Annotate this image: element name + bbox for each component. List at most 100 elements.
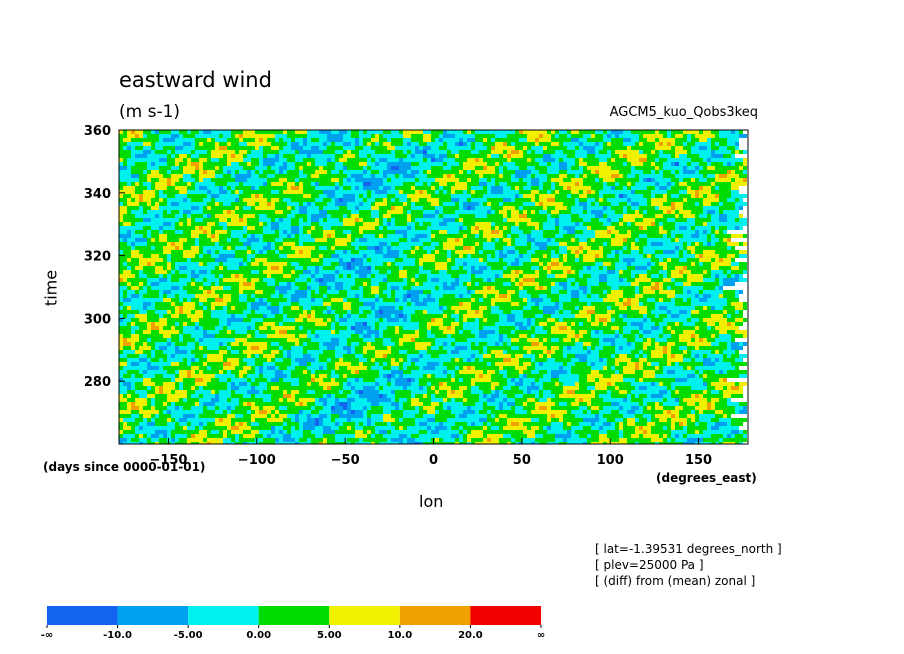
heatmap-cell — [299, 218, 303, 222]
heatmap-cell — [295, 266, 303, 270]
heatmap-cell — [635, 166, 655, 170]
heatmap-cell — [575, 314, 591, 318]
heatmap-cell — [423, 354, 431, 358]
heatmap-cell — [223, 358, 227, 362]
heatmap-cell — [407, 298, 411, 302]
heatmap-cell — [331, 226, 359, 230]
heatmap-cell — [343, 274, 347, 278]
heatmap-cell — [131, 282, 139, 286]
heatmap-cell — [675, 138, 687, 142]
heatmap-cell — [123, 334, 131, 338]
heatmap-cell — [727, 314, 731, 318]
heatmap-cell — [491, 230, 499, 234]
heatmap-cell — [595, 146, 603, 150]
heatmap-cell — [215, 394, 219, 398]
heatmap-cell — [187, 190, 207, 194]
heatmap-cell — [655, 130, 659, 134]
heatmap-cell — [443, 202, 455, 206]
heatmap-cell — [395, 390, 411, 394]
heatmap-cell — [319, 218, 323, 222]
heatmap-cell — [495, 398, 503, 402]
heatmap-cell — [511, 294, 519, 298]
heatmap-cell — [655, 338, 667, 342]
heatmap-cell — [567, 134, 571, 138]
heatmap-cell — [667, 354, 671, 358]
heatmap-cell — [475, 354, 483, 358]
heatmap-cell — [327, 318, 331, 322]
heatmap-cell — [211, 154, 223, 158]
heatmap-cell — [155, 270, 167, 274]
heatmap-cell — [455, 374, 475, 378]
heatmap-cell — [487, 342, 495, 346]
heatmap-cell — [683, 214, 695, 218]
heatmap-cell — [215, 170, 223, 174]
heatmap-cell — [663, 346, 667, 350]
heatmap-cell — [495, 386, 503, 390]
heatmap-cell — [571, 206, 583, 210]
heatmap-cell — [159, 206, 191, 210]
heatmap-cell — [487, 346, 511, 350]
heatmap-cell — [287, 134, 307, 138]
heatmap-cell — [199, 162, 203, 166]
heatmap-cell — [319, 166, 323, 170]
heatmap-cell — [363, 258, 367, 262]
heatmap-cell — [707, 158, 711, 162]
heatmap-cell — [371, 154, 395, 158]
heatmap-cell — [535, 202, 539, 206]
heatmap-cell — [119, 222, 123, 226]
heatmap-cell — [719, 210, 723, 214]
heatmap-cell — [611, 134, 615, 138]
heatmap-cell — [147, 278, 159, 282]
heatmap-cell — [119, 210, 127, 214]
heatmap-cell — [203, 166, 215, 170]
heatmap-cell — [423, 134, 431, 138]
heatmap-cell — [735, 290, 739, 294]
heatmap-cell — [403, 206, 411, 210]
heatmap-cell — [487, 238, 491, 242]
heatmap-cell — [403, 362, 411, 366]
heatmap-cell — [703, 354, 707, 358]
heatmap-cell — [367, 190, 371, 194]
heatmap-cell — [163, 198, 167, 202]
heatmap-cell — [691, 138, 699, 142]
heatmap-cell — [455, 262, 463, 266]
heatmap-cell — [599, 358, 603, 362]
heatmap-cell — [719, 142, 727, 146]
heatmap-cell — [323, 310, 327, 314]
heatmap-cell — [471, 146, 475, 150]
heatmap-cell — [379, 234, 383, 238]
heatmap-cell — [591, 238, 595, 242]
heatmap-cell — [319, 270, 335, 274]
heatmap-cell — [139, 294, 143, 298]
heatmap-cell — [347, 158, 367, 162]
heatmap-cell — [419, 162, 443, 166]
heatmap-cell — [555, 150, 563, 154]
heatmap-cell — [123, 130, 127, 134]
heatmap-cell — [195, 146, 215, 150]
heatmap-cell — [707, 222, 747, 226]
heatmap-cell — [319, 346, 327, 350]
heatmap-cell — [459, 378, 463, 382]
heatmap-cell — [187, 314, 203, 318]
heatmap-cell — [663, 354, 667, 358]
heatmap-cell — [331, 338, 339, 342]
heatmap-cell — [455, 326, 463, 330]
heatmap-cell — [183, 242, 195, 246]
heatmap-cell — [523, 362, 531, 366]
heatmap-cell — [251, 262, 259, 266]
heatmap-cell — [231, 362, 239, 366]
heatmap-cell — [595, 202, 599, 206]
heatmap-cell — [403, 318, 407, 322]
heatmap-cell — [667, 338, 679, 342]
heatmap-cell — [431, 394, 435, 398]
heatmap-cell — [231, 386, 239, 390]
heatmap-cell — [171, 274, 187, 278]
heatmap-cell — [531, 150, 535, 154]
heatmap-cell — [447, 162, 459, 166]
heatmap-cell — [215, 290, 239, 294]
heatmap-cell — [627, 210, 635, 214]
heatmap-cell — [483, 142, 495, 146]
heatmap-cell — [267, 138, 275, 142]
heatmap-cell — [459, 310, 467, 314]
heatmap-cell — [319, 354, 335, 358]
